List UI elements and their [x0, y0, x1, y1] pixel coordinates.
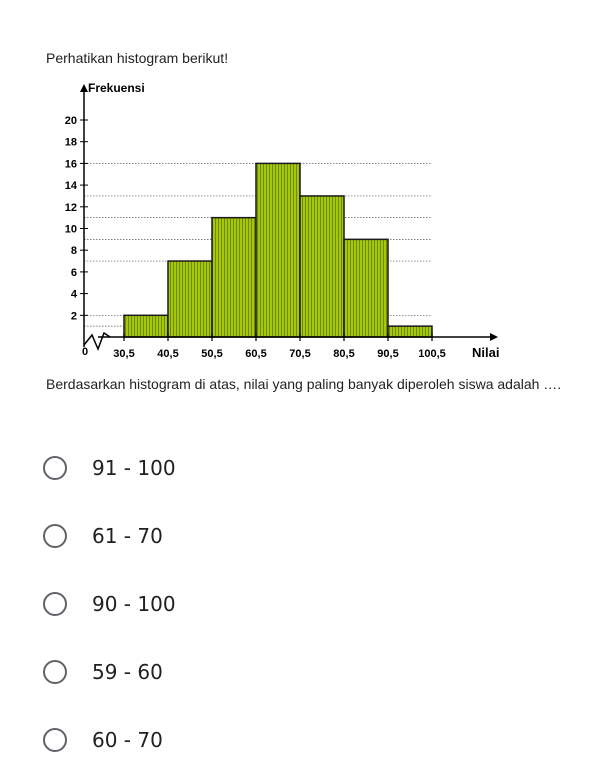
option-3[interactable]: 90 - 100 — [38, 570, 538, 638]
x-tick-label: 70,5 — [289, 348, 310, 360]
radio-circle-icon[interactable] — [43, 728, 67, 752]
option-label: 61 - 70 — [92, 524, 163, 548]
y-tick-label: 14 — [65, 180, 78, 192]
y-tick-label: 18 — [65, 137, 77, 149]
option-label: 90 - 100 — [92, 592, 176, 616]
x-tick-label: 40,5 — [157, 348, 178, 360]
y-tick-label: 2 — [71, 310, 77, 322]
histogram-bar — [343, 238, 389, 338]
option-1[interactable]: 91 - 100 — [38, 434, 538, 502]
y-tick-label: 6 — [71, 267, 77, 279]
histogram-svg: 2 4 6 8 10 12 14 16 18 20 30,5 40,5 50,5 60,5 70,5 80,… — [65, 81, 500, 360]
answer-options: 91 - 100 61 - 70 90 - 100 59 - 60 60 - 7… — [38, 434, 538, 774]
y-axis-arrow-icon — [80, 84, 88, 92]
intro-text: Perhatikan histogram berikut! — [46, 50, 229, 66]
x-tick-label: 80,5 — [333, 348, 354, 360]
axis-break-icon — [83, 331, 111, 352]
option-label: 59 - 60 — [92, 660, 163, 684]
x-tick-label: 90,5 — [377, 348, 398, 360]
x-tick-label: 60,5 — [245, 348, 266, 360]
question-text: Berdasarkan histogram di atas, nilai yan… — [46, 376, 562, 392]
histogram-bar — [387, 325, 433, 338]
y-axis-label: Frekuensi — [88, 81, 145, 95]
x-axis-label: Nilai — [472, 345, 499, 360]
option-5[interactable]: 60 - 70 — [38, 706, 538, 774]
y-tick-label: 20 — [65, 115, 77, 127]
radio-circle-icon[interactable] — [43, 524, 67, 548]
option-4[interactable]: 59 - 60 — [38, 638, 538, 706]
y-tick-label: 12 — [65, 202, 77, 214]
option-label: 91 - 100 — [92, 456, 176, 480]
x-tick-label: 100,5 — [418, 348, 446, 360]
option-label: 60 - 70 — [92, 728, 163, 752]
radio-circle-icon[interactable] — [43, 592, 67, 616]
histogram-chart: 2 4 6 8 10 12 14 16 18 20 30,5 40,5 50,5 60,5 70,5 80,… — [40, 76, 510, 366]
histogram-bar — [123, 314, 169, 338]
radio-circle-icon[interactable] — [43, 660, 67, 684]
x-tick-label: 50,5 — [201, 348, 222, 360]
histogram-bar — [299, 195, 345, 338]
origin-label: 0 — [82, 346, 88, 358]
histogram-bar — [167, 260, 213, 338]
y-tick-label: 8 — [71, 245, 77, 257]
histogram-bar — [255, 162, 301, 338]
histogram-bar — [211, 216, 257, 338]
y-tick-label: 4 — [71, 289, 78, 301]
x-tick-label: 30,5 — [113, 348, 134, 360]
option-2[interactable]: 61 - 70 — [38, 502, 538, 570]
y-tick-label: 10 — [65, 224, 77, 236]
x-axis-arrow-icon — [490, 333, 498, 341]
y-tick-label: 16 — [65, 158, 77, 170]
radio-circle-icon[interactable] — [43, 456, 67, 480]
